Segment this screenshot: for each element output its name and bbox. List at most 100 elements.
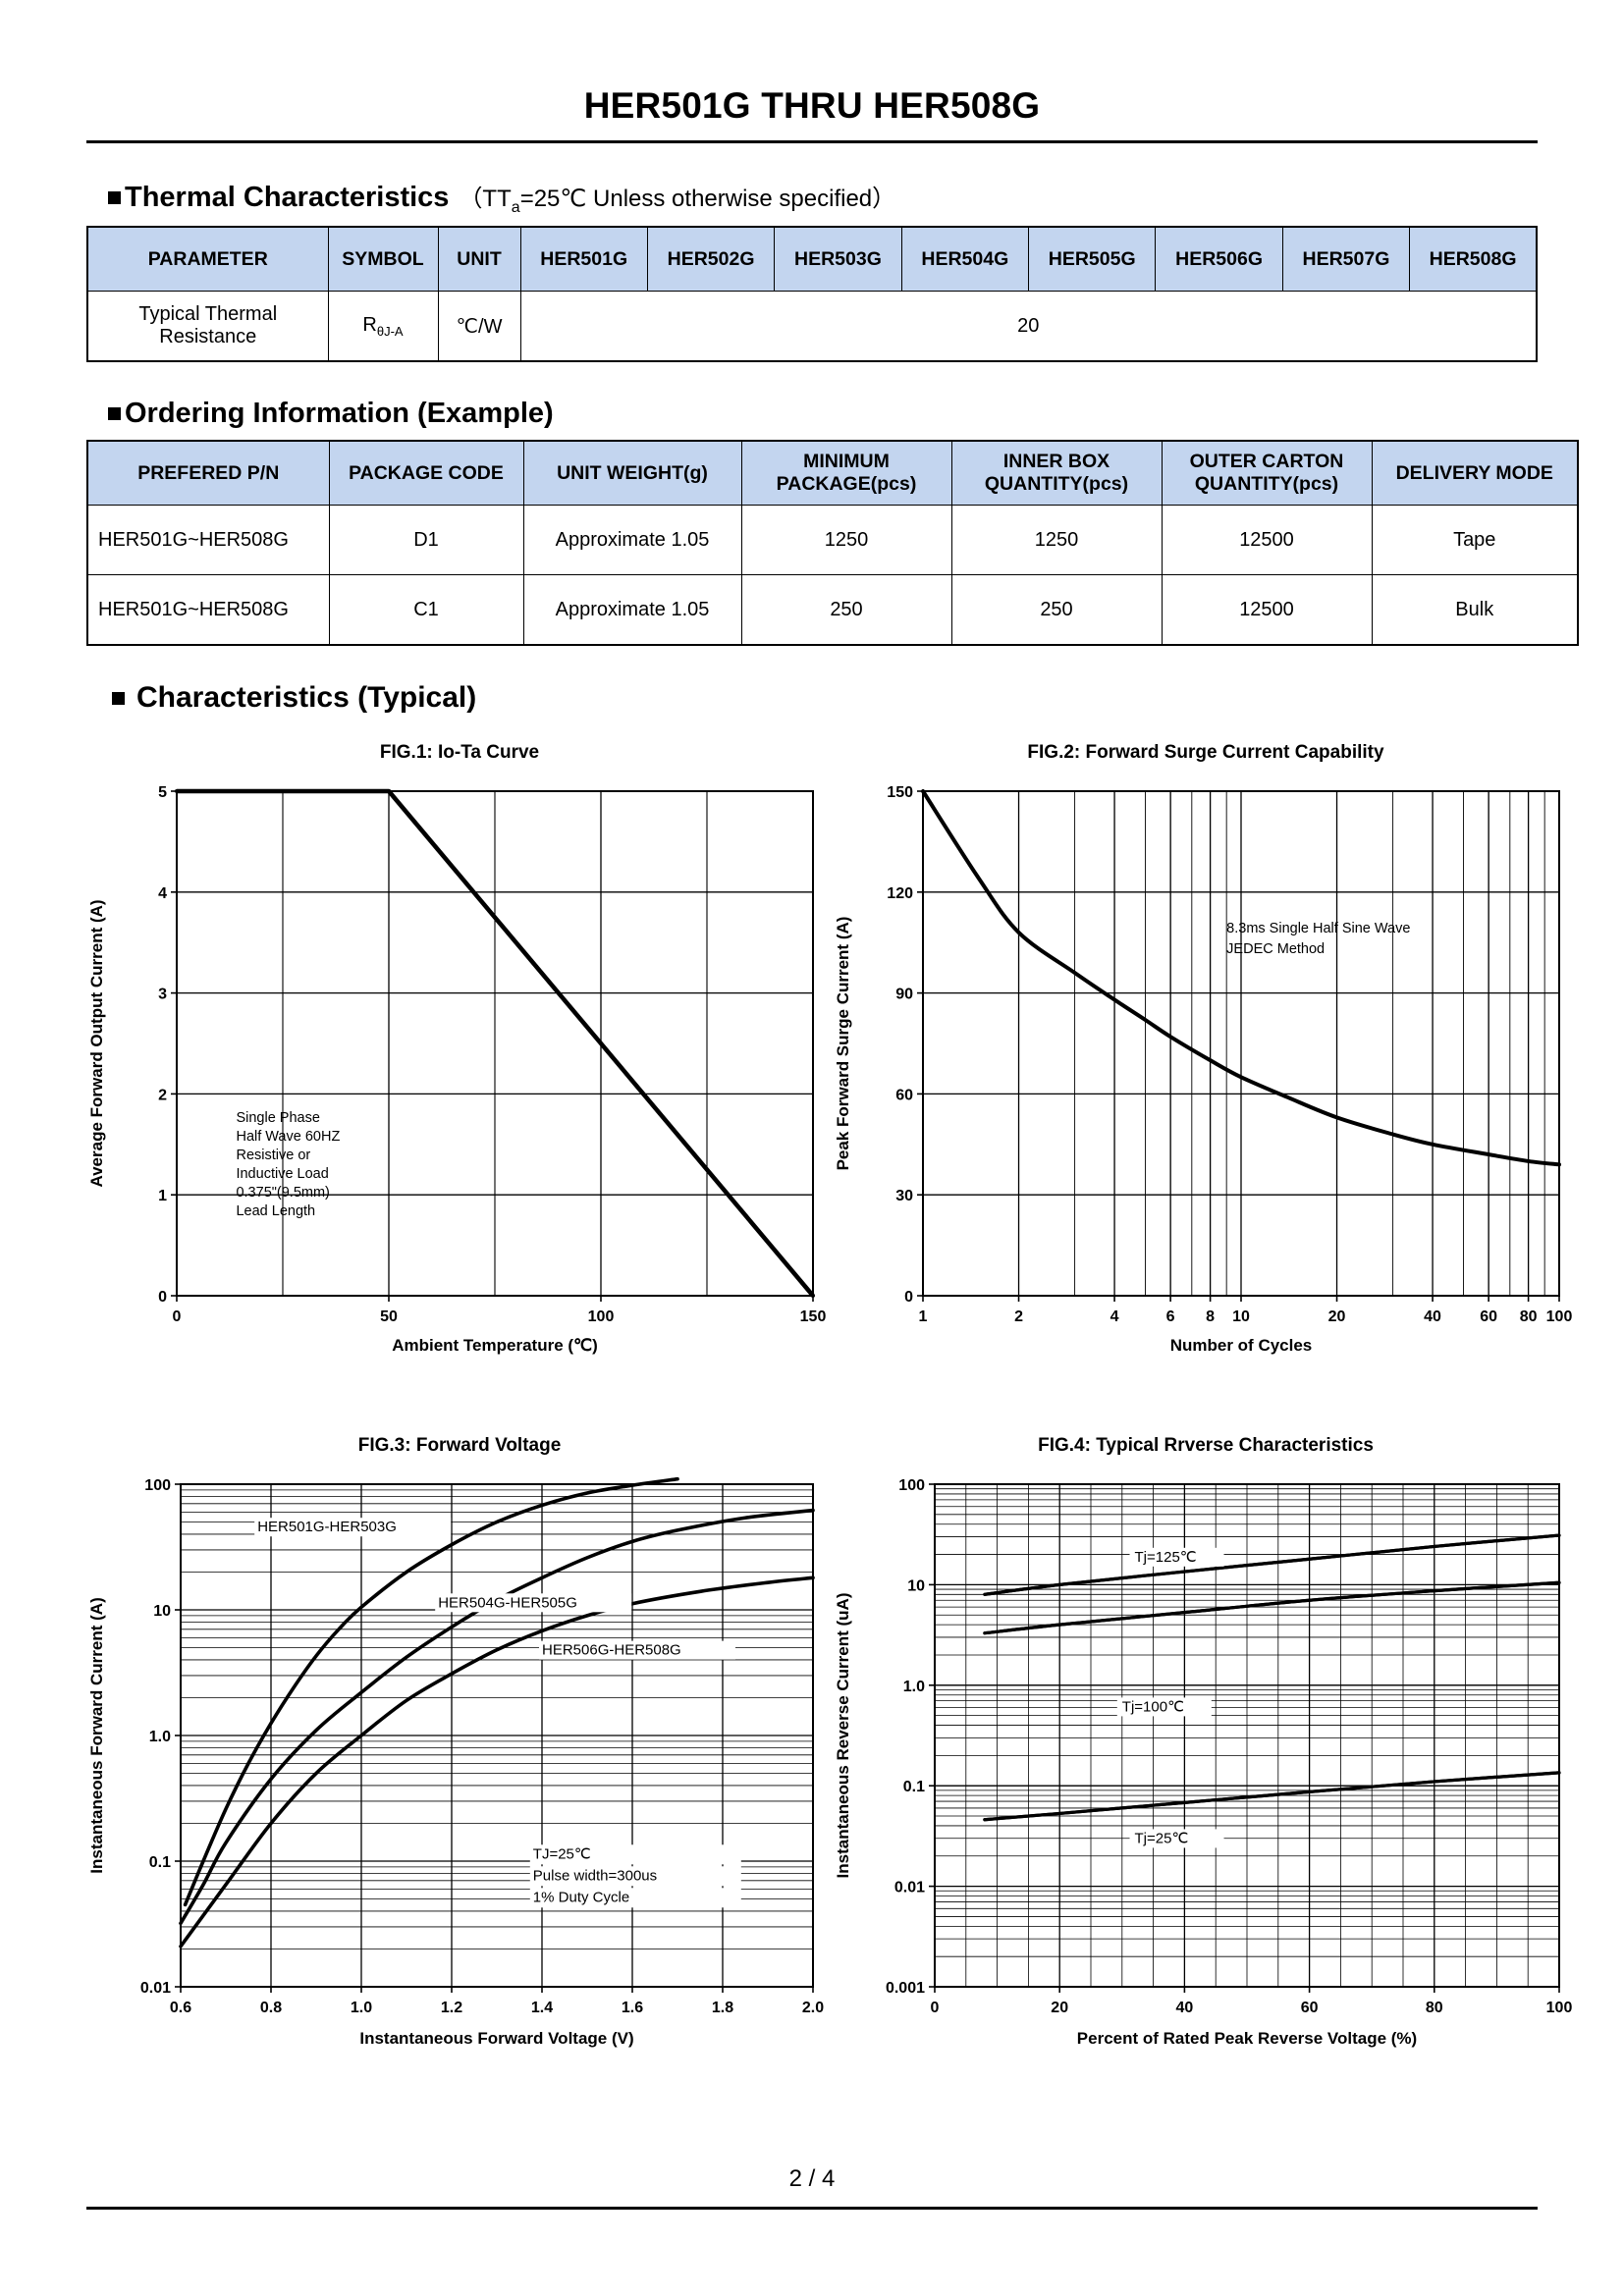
header-line-1: DELIVERY MODE [1395, 461, 1553, 484]
x-tick-label: 1.8 [712, 2000, 733, 2016]
series-line-1 [983, 1581, 1561, 1635]
x-tick-label: 0 [931, 2000, 940, 2016]
y-tick-label: 4 [158, 885, 167, 902]
x-tick-label: 80 [1426, 2000, 1443, 2016]
plot-area: 0 20 40 60 80 100 0.001 0.01 0.1 1.0 10 100 Percent … [834, 1477, 1572, 2048]
cell-delivery-mode: Tape [1371, 505, 1579, 576]
chart-canvas-fig2: 1 2 4 6 8 10 20 40 60 80 100 0 30 60 90 120 150 Number of… [834, 784, 1572, 1355]
thermal-heading-condition: （TTa=25℃ Unless otherwise specified） [459, 185, 896, 216]
header-line-1: UNIT WEIGHT(g) [557, 461, 708, 484]
bullet-square-icon [108, 407, 121, 421]
annotation-line: Pulse width=300us [533, 1868, 657, 1885]
characteristics-heading: Characteristics (Typical) [112, 681, 1538, 715]
page-title: HER501G THRU HER508G [583, 85, 1041, 126]
col-parameter: PARAMETER [86, 226, 329, 293]
header-divider [86, 139, 1538, 143]
y-tick-label: 30 [895, 1189, 913, 1205]
x-tick-label: 0 [173, 1308, 182, 1325]
characteristics-heading-text: Characteristics (Typical) [136, 681, 477, 715]
annotation-line: TJ=25℃ [533, 1846, 591, 1863]
cell-outer-carton-quantity: 12500 [1161, 505, 1373, 576]
x-tick-label: 60 [1480, 1308, 1497, 1325]
y-tick-label: 60 [895, 1088, 913, 1104]
plot-area: 0 50 100 150 0 1 2 3 4 5 Ambient Temperature (℃) Av… [87, 784, 826, 1355]
series-line-0 [183, 1477, 679, 1907]
col-inner-box-quantity: INNER BOX QUANTITY(pcs) [950, 440, 1163, 507]
plot-area: 1 2 4 6 8 10 20 40 60 80 100 0 30 60 90 120 150 Number of… [834, 784, 1572, 1355]
thermal-characteristics-table: PARAMETER SYMBOL UNIT HER501G HER502G HE… [86, 226, 1538, 363]
y-tick-label: 120 [887, 885, 913, 902]
series-label: HER504G-HER505G [438, 1595, 577, 1612]
series-label-bg [1129, 1548, 1224, 1568]
cell-package-code: C1 [328, 574, 524, 646]
annotation-line: Single Phase [236, 1111, 319, 1127]
y-tick-label: 0 [904, 1289, 913, 1306]
footer-divider [86, 2207, 1538, 2210]
x-tick-label: 150 [800, 1308, 827, 1325]
header-line-1: PREFERED P/N [137, 461, 280, 484]
y-tick-label: 0.1 [149, 1854, 171, 1871]
x-tick-label: 80 [1520, 1308, 1538, 1325]
col-her508g: HER508G [1409, 226, 1538, 293]
y-tick-label: 100 [144, 1477, 171, 1494]
header-line-1: OUTER CARTON [1189, 450, 1344, 472]
chart-canvas-fig4: 0 20 40 60 80 100 0.001 0.01 0.1 1.0 10 100 Percent … [834, 1477, 1572, 2048]
ordering-information-heading: Ordering Information (Example) [108, 398, 1538, 430]
annotation-bg [529, 1866, 741, 1887]
chart-fig2: FIG.2: Forward Surge Current Capability … [833, 742, 1579, 1359]
cell-prefered-pn: HER501G~HER508G [86, 505, 330, 576]
cell-inner-box-quantity: 250 [950, 574, 1163, 646]
cell-symbol: RθJ-A [327, 291, 439, 362]
y-tick-label: 0 [158, 1289, 167, 1306]
chart-canvas-fig3: 0.6 0.8 1.0 1.2 1.4 1.6 1.8 2.0 0.01 0.1 1.0 10 100 I… [87, 1477, 824, 2048]
header-line-2: QUANTITY(pcs) [1194, 473, 1339, 496]
x-tick-label: 2 [1014, 1308, 1023, 1325]
header-line-2: QUANTITY(pcs) [984, 473, 1129, 496]
annotation-line: 1% Duty Cycle [533, 1890, 629, 1906]
cell-outer-carton-quantity: 12500 [1161, 574, 1373, 646]
cell-inner-box-quantity: 1250 [950, 505, 1163, 576]
chart-title: FIG.3: Forward Voltage [357, 1435, 562, 1457]
series-line-1 [179, 1509, 815, 1926]
cell-parameter: Typical Thermal Resistance [86, 291, 329, 362]
thermal-heading-text: Thermal Characteristics [125, 181, 450, 213]
chart-row-bottom: FIG.3: Forward Voltage 0.6 0.8 1.0 1.2 1.4 1.… [86, 1435, 1572, 2052]
table-header-row: PREFERED P/N PACKAGE CODE UNIT WEIGHT(g)… [86, 440, 1579, 507]
x-tick-label: 1.0 [351, 2000, 372, 2016]
col-unit-weight: UNIT WEIGHT(g) [522, 440, 742, 507]
col-her502g: HER502G [646, 226, 776, 293]
col-prefered-pn: PREFERED P/N [86, 440, 330, 507]
annotation-line: Lead Length [236, 1204, 315, 1220]
chart-canvas-fig1: 0 50 100 150 0 1 2 3 4 5 Ambient Temperature (℃) Av… [87, 784, 826, 1355]
x-tick-label: 40 [1176, 2000, 1194, 2016]
y-tick-label: 10 [153, 1603, 171, 1620]
x-tick-label: 100 [1546, 2000, 1573, 2016]
x-tick-label: 1 [919, 1308, 928, 1325]
y-axis-label: Instantaneous Reverse Current (uA) [834, 1593, 852, 1879]
x-tick-label: 8 [1206, 1308, 1215, 1325]
cell-prefered-pn: HER501G~HER508G [86, 574, 330, 646]
chart-fig1: FIG.1: Io-Ta Curve 0 50 100 150 0 1 2 3 4 5 Ambien… [86, 742, 833, 1359]
x-tick-label: 20 [1051, 2000, 1068, 2016]
col-minimum-package: MINIMUM PACKAGE(pcs) [740, 440, 952, 507]
x-axis-label: Percent of Rated Peak Reverse Voltage (%… [1077, 2029, 1417, 2048]
x-tick-label: 40 [1424, 1308, 1441, 1325]
page-number: 2 / 4 [788, 2165, 836, 2192]
y-tick-label: 1.0 [903, 1679, 925, 1695]
annotation-line: Half Wave 60HZ [236, 1130, 340, 1146]
condition-prefix: （T [459, 185, 498, 212]
y-axis-label: Instantaneous Forward Current (A) [87, 1598, 106, 1874]
header-line-1: MINIMUM [803, 450, 890, 472]
series-label: HER501G-HER503G [257, 1520, 397, 1536]
characteristics-charts: FIG.1: Io-Ta Curve 0 50 100 150 0 1 2 3 4 5 Ambien… [86, 742, 1572, 2052]
y-axis-label: Average Forward Output Current (A) [87, 900, 106, 1188]
series-label: HER506G-HER508G [542, 1642, 681, 1659]
x-tick-label: 1.6 [622, 2000, 643, 2016]
y-tick-label: 10 [907, 1578, 925, 1595]
header-line-1: PACKAGE CODE [349, 461, 504, 484]
x-tick-label: 0.6 [170, 2000, 191, 2016]
col-outer-carton-quantity: OUTER CARTON QUANTITY(pcs) [1161, 440, 1373, 507]
series-line-2 [179, 1576, 815, 1949]
x-tick-label: 0.8 [260, 2000, 282, 2016]
x-tick-label: 1.4 [531, 2000, 553, 2016]
